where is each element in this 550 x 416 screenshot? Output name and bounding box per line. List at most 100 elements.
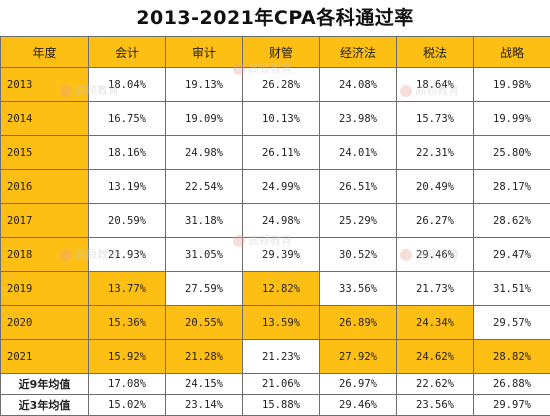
rate-cell: 29.57% [474,306,550,340]
rate-cell: 19.98% [474,68,550,102]
rate-cell: 24.01% [320,136,397,170]
rate-cell: 28.82% [474,340,550,374]
rate-cell: 20.49% [397,170,474,204]
rate-cell: 15.36% [89,306,166,340]
average-cell: 26.88% [474,374,550,395]
rate-cell: 28.17% [474,170,550,204]
rate-cell: 21.73% [397,272,474,306]
rate-cell: 20.59% [89,204,166,238]
average-cell: 26.97% [320,374,397,395]
year-cell: 2017 [1,204,89,238]
rate-cell: 13.19% [89,170,166,204]
rate-cell: 13.77% [89,272,166,306]
average-label: 近3年均值 [1,395,89,416]
rate-cell: 27.59% [166,272,243,306]
rate-cell: 26.51% [320,170,397,204]
average-cell: 24.15% [166,374,243,395]
rate-cell: 13.59% [243,306,320,340]
table-title: 2013-2021年CPA各科通过率 [0,0,550,36]
rate-cell: 33.56% [320,272,397,306]
rate-cell: 31.51% [474,272,550,306]
rate-cell: 24.99% [243,170,320,204]
rate-cell: 24.08% [320,68,397,102]
average-label: 近9年均值 [1,374,89,395]
average-cell: 15.02% [89,395,166,416]
table-header-row: 年度会计审计财管经济法税法战略 [1,37,550,68]
average-cell: 29.97% [474,395,550,416]
rate-cell: 19.99% [474,102,550,136]
rate-cell: 15.92% [89,340,166,374]
header-subject: 会计 [89,37,166,68]
rate-cell: 18.64% [397,68,474,102]
year-cell: 2019 [1,272,89,306]
rate-cell: 27.92% [320,340,397,374]
rate-cell: 21.23% [243,340,320,374]
rate-cell: 10.13% [243,102,320,136]
rate-cell: 21.28% [166,340,243,374]
year-cell: 2016 [1,170,89,204]
header-year: 年度 [1,37,89,68]
rate-cell: 15.73% [397,102,474,136]
average-cell: 17.08% [89,374,166,395]
rate-cell: 24.98% [243,204,320,238]
header-subject: 财管 [243,37,320,68]
rate-cell: 29.47% [474,238,550,272]
average-cell: 15.88% [243,395,320,416]
rate-cell: 24.98% [166,136,243,170]
rate-cell: 22.54% [166,170,243,204]
rate-cell: 31.18% [166,204,243,238]
rate-cell: 24.34% [397,306,474,340]
year-cell: 2021 [1,340,89,374]
rate-cell: 19.13% [166,68,243,102]
header-subject: 经济法 [320,37,397,68]
rate-cell: 29.39% [243,238,320,272]
rate-cell: 31.05% [166,238,243,272]
rate-cell: 18.16% [89,136,166,170]
rate-cell: 23.98% [320,102,397,136]
rate-cell: 26.11% [243,136,320,170]
rate-cell: 22.31% [397,136,474,170]
rate-cell: 24.62% [397,340,474,374]
average-cell: 29.46% [320,395,397,416]
rate-cell: 19.09% [166,102,243,136]
average-cell: 21.06% [243,374,320,395]
rate-cell: 21.93% [89,238,166,272]
rate-cell: 18.04% [89,68,166,102]
header-subject: 税法 [397,37,474,68]
rate-cell: 12.82% [243,272,320,306]
year-cell: 2013 [1,68,89,102]
header-subject: 审计 [166,37,243,68]
rate-cell: 29.46% [397,238,474,272]
year-cell: 2014 [1,102,89,136]
year-cell: 2018 [1,238,89,272]
year-cell: 2015 [1,136,89,170]
rate-cell: 16.75% [89,102,166,136]
rate-cell: 26.27% [397,204,474,238]
rate-cell: 25.29% [320,204,397,238]
rate-cell: 30.52% [320,238,397,272]
average-cell: 22.62% [397,374,474,395]
rate-cell: 25.80% [474,136,550,170]
rate-cell: 26.28% [243,68,320,102]
average-cell: 23.14% [166,395,243,416]
year-cell: 2020 [1,306,89,340]
rate-cell: 26.89% [320,306,397,340]
header-subject: 战略 [474,37,550,68]
average-cell: 23.56% [397,395,474,416]
rate-cell: 20.55% [166,306,243,340]
rate-cell: 28.62% [474,204,550,238]
